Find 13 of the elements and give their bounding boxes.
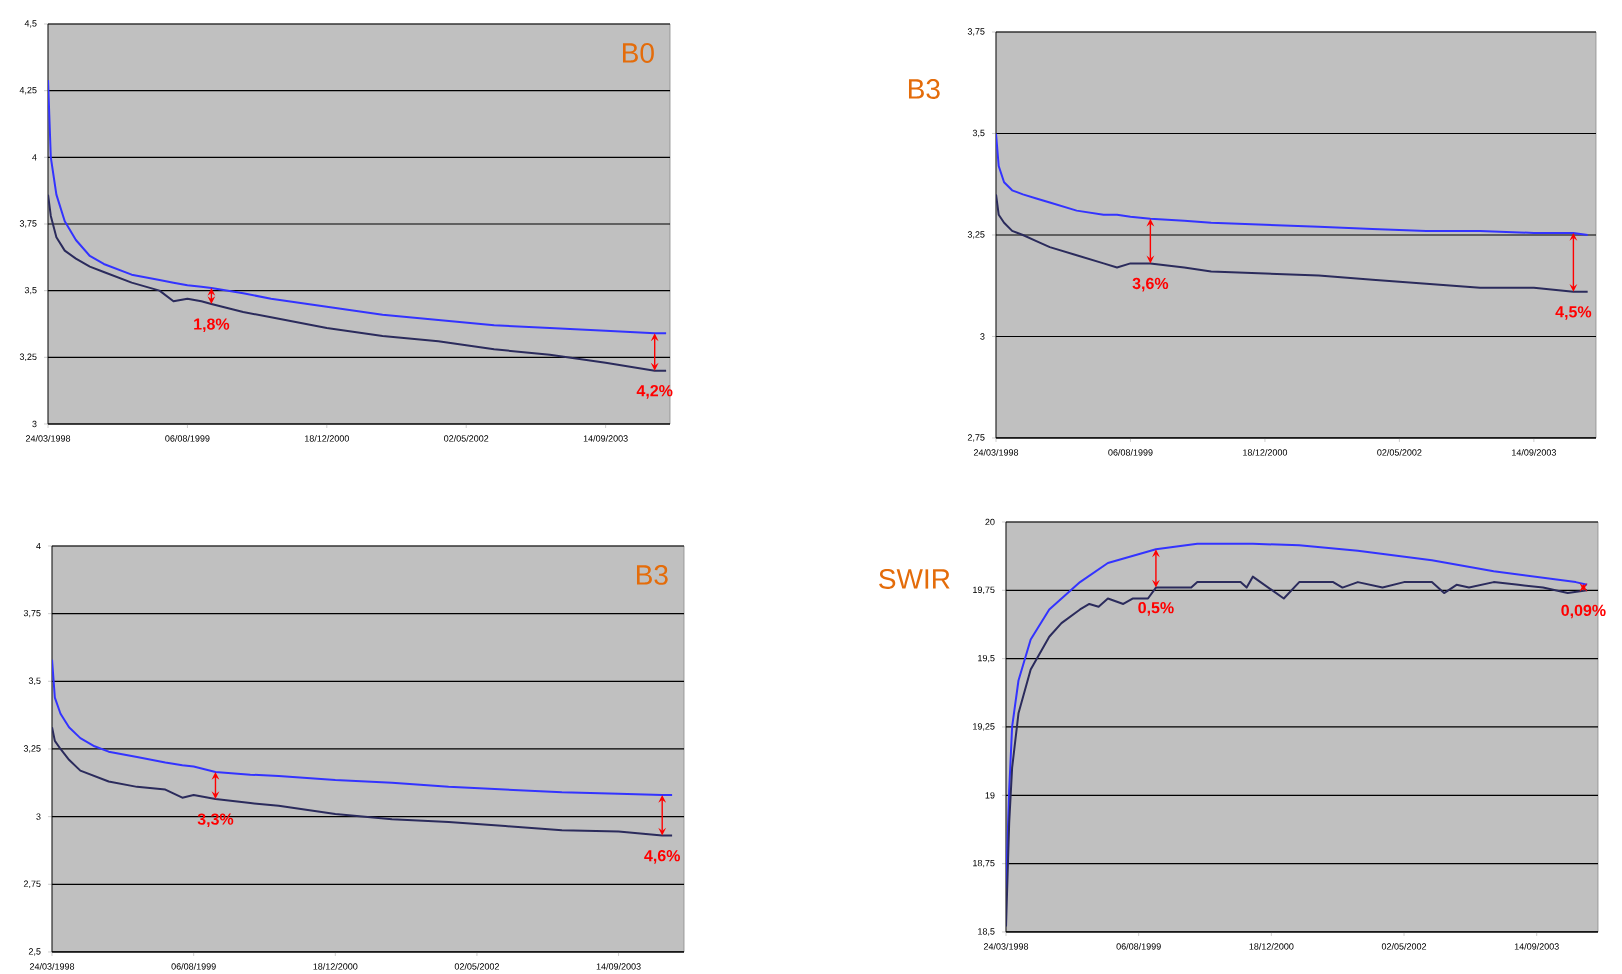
annotation: 3,6% — [1132, 277, 1169, 292]
annotation: 1,8% — [194, 318, 230, 333]
annotation: 0,5% — [1138, 601, 1174, 616]
annotation: 3,3% — [197, 813, 234, 828]
annotation: 4,2% — [636, 385, 673, 399]
text: B3 — [636, 565, 668, 585]
text: B0 — [622, 43, 654, 63]
line-series — [48, 193, 668, 372]
text: B3 — [908, 79, 940, 99]
annotation: 4,5% — [1555, 306, 1592, 320]
text: SWIR — [879, 569, 950, 589]
annotation: 0,09% — [1561, 604, 1606, 619]
annotation: 4,6% — [644, 849, 680, 864]
